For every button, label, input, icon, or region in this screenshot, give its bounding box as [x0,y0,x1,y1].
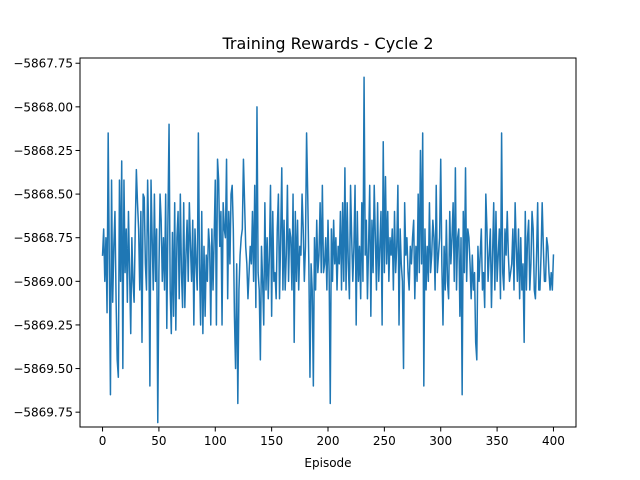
y-tick-label: −5868.25 [13,144,73,158]
y-tick-label: −5869.50 [13,362,73,376]
x-axis: 0 50 100 150 200 250 300 350 400 [99,427,565,448]
x-tick-label: 150 [260,434,283,448]
x-tick-label: 100 [204,434,227,448]
y-tick-label: −5868.00 [13,100,73,114]
x-tick-label: 350 [486,434,509,448]
y-tick-label: −5869.00 [13,275,73,289]
x-tick-label: 300 [429,434,452,448]
y-tick-label: −5868.75 [13,231,73,245]
x-tick-label: 400 [542,434,565,448]
y-tick-label: −5867.75 [13,57,73,71]
x-tick-label: 250 [373,434,396,448]
series-line-0 [101,76,555,424]
x-axis-label: Episode [304,456,351,470]
y-tick-label: −5868.50 [13,188,73,202]
y-tick-label: −5869.25 [13,318,73,332]
data-layer [101,76,555,424]
y-tick-label: −5869.75 [13,406,73,420]
x-tick-label: 50 [151,434,166,448]
chart-title: Training Rewards - Cycle 2 [221,34,433,53]
x-tick-label: 0 [99,434,107,448]
x-tick-label: 200 [317,434,340,448]
y-axis: −5867.75 −5868.00 −5868.25 −5868.50 −5868.75… [13,57,80,420]
